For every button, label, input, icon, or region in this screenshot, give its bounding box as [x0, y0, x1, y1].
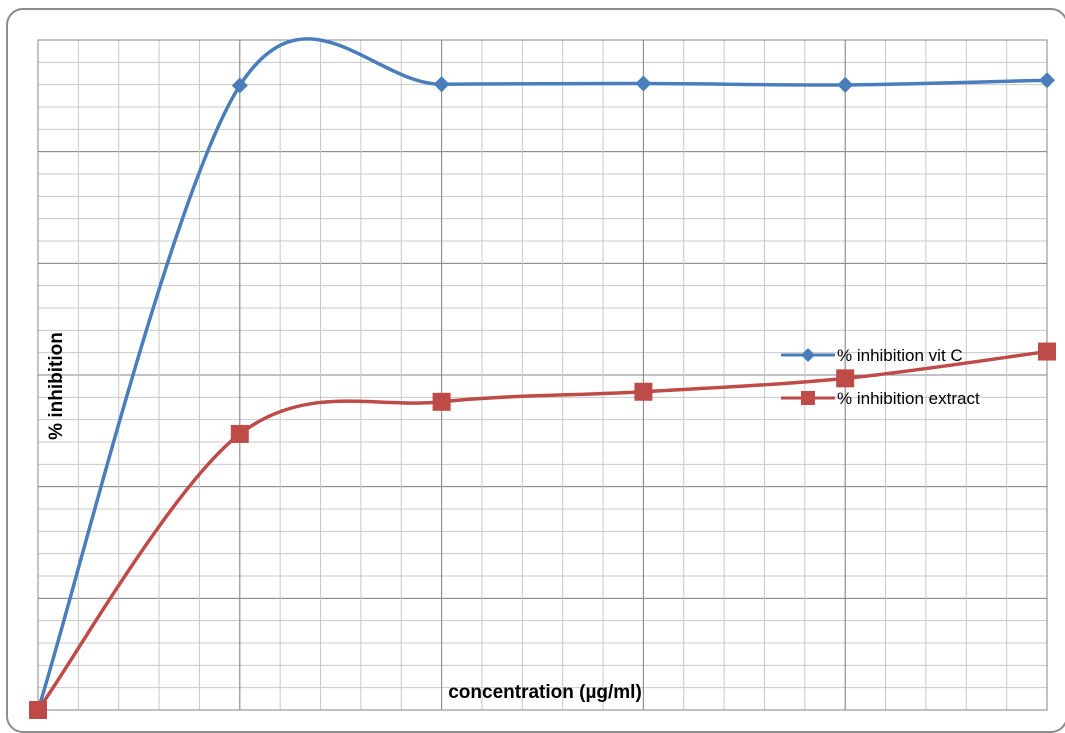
- x-axis-label: concentration (µg/ml): [448, 682, 642, 703]
- data-point: [837, 76, 854, 93]
- legend-label-vitc: % inhibition vit C: [837, 346, 963, 365]
- data-point: [634, 382, 653, 401]
- legend-marker-vitc: [801, 348, 815, 362]
- data-point: [230, 424, 249, 443]
- legend-item-extract: % inhibition extract: [781, 389, 980, 408]
- chart-border: [6, 8, 1065, 733]
- series-layer: [29, 37, 1056, 719]
- data-point: [432, 392, 451, 411]
- data-point: [1038, 342, 1056, 361]
- legend: % inhibition vit C % inhibition extract: [781, 346, 980, 408]
- data-point: [433, 76, 450, 93]
- data-point: [635, 75, 652, 92]
- data-point: [1039, 72, 1055, 89]
- legend-label-extract: % inhibition extract: [837, 389, 980, 408]
- data-point: [231, 77, 248, 94]
- legend-item-vitc: % inhibition vit C: [781, 346, 963, 365]
- series-line-1: [36, 349, 1048, 712]
- plot-area-border: [37, 39, 1048, 711]
- y-axis-label: % inhibition: [46, 332, 67, 440]
- data-point: [29, 701, 47, 719]
- data-point: [836, 369, 855, 388]
- legend-marker-extract: [801, 391, 815, 405]
- series-1: [29, 342, 1056, 719]
- grid: [38, 40, 1047, 710]
